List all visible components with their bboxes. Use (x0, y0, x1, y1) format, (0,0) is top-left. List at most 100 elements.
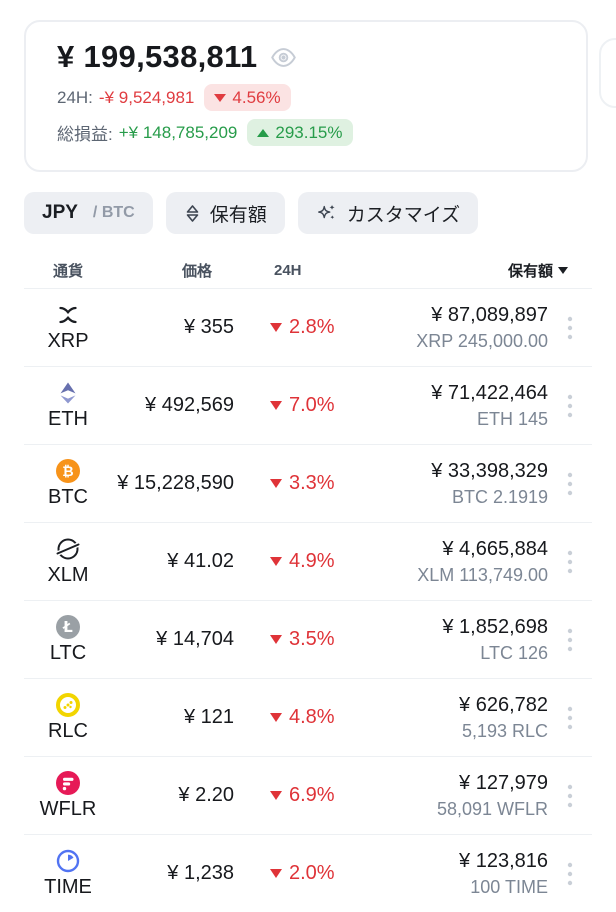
sort-holdings-button[interactable]: 保有額 (165, 192, 285, 234)
asset-row-xlm[interactable]: XLM ¥ 41.02 4.9% ¥ 4,665,884 XLM 113,749… (24, 522, 592, 600)
kebab-menu-icon (567, 550, 573, 573)
svg-text:₿: ₿ (62, 464, 73, 480)
holding-jpy: ¥ 33,398,329 (431, 459, 548, 482)
change-24h-badge: 4.56% (204, 84, 291, 111)
asset-holding: ¥ 4,665,884 XLM 113,749.00 (354, 538, 548, 586)
asset-holding: ¥ 626,782 5,193 RLC (354, 694, 548, 742)
toggle-visibility-button[interactable] (270, 44, 297, 71)
header-price: 価格 (181, 262, 212, 280)
triangle-down-icon (270, 323, 282, 332)
kebab-menu-icon (567, 472, 573, 495)
triangle-down-icon (270, 791, 282, 800)
row-menu-button[interactable] (548, 316, 592, 340)
portfolio-summary-card: ¥ 199,538,811 24H: -¥ 9,524,981 4.56% 総損… (24, 20, 588, 172)
triangle-down-icon (270, 713, 282, 722)
row-menu-button[interactable] (548, 550, 592, 574)
customize-label: カスタマイズ (346, 204, 461, 226)
kebab-menu-icon (567, 784, 573, 807)
asset-row-eth[interactable]: ETH ¥ 492,569 7.0% ¥ 71,422,464 ETH 145 (24, 366, 592, 444)
asset-change: 6.9% (234, 784, 354, 807)
asset-price: ¥ 492,569 (145, 394, 234, 416)
row-menu-button[interactable] (548, 706, 592, 730)
asset-holding: ¥ 127,979 58,091 WFLR (354, 772, 548, 820)
currency-primary: JPY (42, 202, 78, 223)
asset-price: ¥ 14,704 (156, 628, 234, 650)
asset-price: ¥ 121 (183, 706, 234, 728)
customize-button[interactable]: カスタマイズ (297, 192, 479, 234)
sort-icon (186, 204, 199, 222)
total-pnl-amount: +¥ 148,785,209 (118, 122, 238, 142)
currency-toggle-button[interactable]: JPY / BTC (24, 192, 153, 234)
total-balance: ¥ 199,538,811 (57, 39, 258, 74)
xlm-icon (56, 538, 80, 560)
triangle-down-icon (270, 479, 282, 488)
asset-holding: ¥ 87,089,897 XRP 245,000.00 (354, 304, 548, 352)
kebab-menu-icon (567, 394, 573, 417)
change-24h-percent: 4.56% (232, 87, 281, 107)
holding-amount: 58,091 WFLR (436, 798, 548, 819)
btc-icon: ₿ (56, 459, 80, 483)
filter-row: JPY / BTC 保有額 カスタマイズ (24, 192, 479, 234)
asset-row-time[interactable]: TIME ¥ 1,238 2.0% ¥ 123,816 100 TIME (24, 834, 592, 912)
triangle-up-icon (257, 128, 270, 137)
total-pnl-label: 総損益: (57, 125, 113, 144)
triangle-down-icon (214, 93, 227, 102)
holding-jpy: ¥ 4,665,884 (442, 537, 548, 560)
holding-amount: ETH 145 (476, 408, 548, 429)
triangle-down-icon (270, 557, 282, 566)
asset-holding: ¥ 71,422,464 ETH 145 (354, 382, 548, 430)
total-pnl-badge: 293.15% (247, 119, 353, 146)
row-menu-button[interactable] (548, 394, 592, 418)
asset-change: 4.8% (234, 706, 354, 729)
sparkles-icon (317, 204, 335, 220)
row-menu-button[interactable] (548, 628, 592, 652)
kebab-menu-icon (567, 706, 573, 729)
asset-holding: ¥ 33,398,329 BTC 2.1919 (354, 460, 548, 508)
holding-jpy: ¥ 123,816 (459, 849, 548, 872)
header-holdings-sort[interactable]: 保有額 (354, 260, 592, 281)
asset-symbol: LTC (49, 642, 87, 664)
asset-row-xrp[interactable]: XRP ¥ 355 2.8% ¥ 87,089,897 XRP 245,000.… (24, 288, 592, 366)
ltc-icon: Ł (56, 615, 80, 639)
asset-row-btc[interactable]: ₿ BTC ¥ 15,228,590 3.3% ¥ 33,398,329 BTC… (24, 444, 592, 522)
row-menu-button[interactable] (548, 784, 592, 808)
asset-row-rlc[interactable]: RLC ¥ 121 4.8% ¥ 626,782 5,193 RLC (24, 678, 592, 756)
asset-row-ltc[interactable]: Ł LTC ¥ 14,704 3.5% ¥ 1,852,698 LTC 126 (24, 600, 592, 678)
currency-secondary: / BTC (92, 204, 135, 221)
header-change: 24H (274, 261, 302, 279)
eye-icon (271, 47, 297, 67)
row-menu-button[interactable] (548, 862, 592, 886)
total-pnl-percent: 293.15% (275, 122, 343, 142)
change-24h-label: 24H: (57, 87, 93, 107)
asset-change: 2.0% (234, 862, 354, 885)
sort-direction-down-icon (558, 266, 568, 274)
asset-holding: ¥ 1,852,698 LTC 126 (354, 616, 548, 664)
next-card-peek[interactable] (599, 38, 616, 108)
holding-jpy: ¥ 626,782 (459, 693, 548, 716)
asset-row-wflr[interactable]: WFLR ¥ 2.20 6.9% ¥ 127,979 58,091 WFLR (24, 756, 592, 834)
kebab-menu-icon (567, 628, 573, 651)
asset-holding: ¥ 123,816 100 TIME (354, 850, 548, 898)
holding-amount: 5,193 RLC (461, 720, 548, 741)
holding-amount: XLM 113,749.00 (417, 564, 548, 585)
header-coin: 通貨 (52, 262, 83, 280)
time-icon (56, 849, 80, 873)
asset-symbol: XRP (47, 330, 89, 352)
holding-amount: BTC 2.1919 (451, 486, 548, 507)
asset-price: ¥ 41.02 (167, 550, 234, 572)
asset-change: 7.0% (234, 394, 354, 417)
asset-symbol: BTC (48, 486, 88, 508)
triangle-down-icon (270, 401, 282, 410)
holding-amount: LTC 126 (480, 642, 548, 663)
asset-list: XRP ¥ 355 2.8% ¥ 87,089,897 XRP 245,000.… (24, 288, 592, 912)
asset-symbol: TIME (44, 876, 92, 898)
asset-price: ¥ 1,238 (167, 862, 234, 884)
holding-jpy: ¥ 127,979 (459, 771, 548, 794)
eth-icon (60, 382, 76, 404)
holding-amount: 100 TIME (470, 876, 548, 897)
asset-symbol: RLC (47, 720, 88, 742)
row-menu-button[interactable] (548, 472, 592, 496)
holding-jpy: ¥ 87,089,897 (431, 303, 548, 326)
total-pnl-line: 総損益: +¥ 148,785,209 293.15% (57, 119, 586, 146)
change-24h-amount: -¥ 9,524,981 (98, 87, 195, 107)
